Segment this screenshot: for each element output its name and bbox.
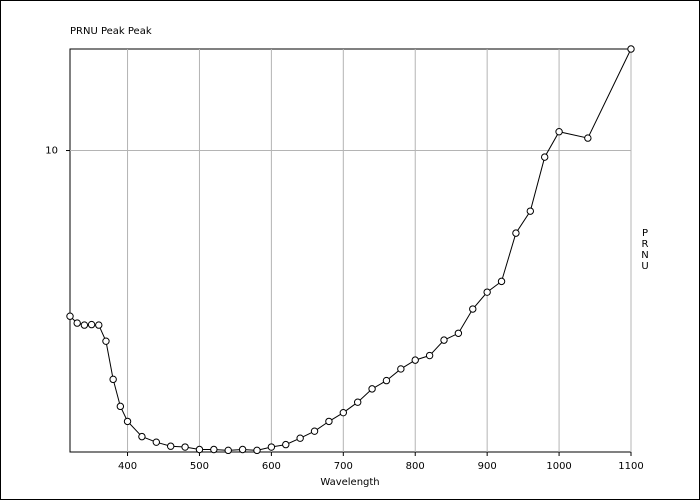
x-tick-label: 700 — [334, 461, 353, 472]
data-point — [224, 446, 232, 455]
data-point — [253, 446, 261, 455]
data-point — [95, 321, 103, 329]
chart-title: PRNU Peak Peak — [70, 26, 152, 37]
data-point — [87, 320, 96, 329]
data-point — [66, 312, 74, 320]
data-point — [555, 128, 563, 136]
data-point — [267, 443, 276, 451]
data-point — [397, 365, 405, 373]
data-point — [411, 356, 419, 364]
data-point — [368, 385, 376, 393]
x-tick-label: 500 — [190, 461, 209, 472]
data-point — [469, 305, 477, 313]
data-point — [80, 321, 89, 329]
data-point — [325, 417, 333, 426]
x-tick-label: 600 — [262, 461, 281, 472]
x-tick-label: 400 — [118, 461, 137, 472]
x-tick-label: 800 — [406, 461, 425, 472]
data-point — [353, 398, 362, 406]
data-point — [296, 434, 304, 442]
data-point — [116, 402, 125, 411]
data-point — [526, 207, 535, 215]
data-point — [238, 445, 247, 454]
data-point — [73, 319, 81, 327]
x-tick-label: 1100 — [618, 461, 643, 472]
data-point — [166, 442, 175, 450]
data-point — [483, 288, 491, 296]
data-point — [540, 153, 549, 161]
data-point — [454, 329, 463, 337]
data-point — [339, 408, 348, 417]
y-axis-label: PRNU — [640, 228, 651, 272]
data-point — [109, 375, 117, 384]
data-point — [382, 376, 391, 385]
data-point — [181, 443, 189, 451]
data-point — [497, 277, 506, 286]
data-point — [210, 445, 218, 454]
data-point — [627, 45, 635, 53]
data-point — [282, 440, 290, 449]
x-axis-label: Wavelength — [320, 477, 379, 488]
data-point — [138, 432, 146, 441]
data-point — [440, 336, 448, 344]
data-point — [123, 417, 132, 426]
data-point — [102, 337, 110, 345]
x-tick-label: 1000 — [546, 461, 571, 472]
data-point — [584, 134, 592, 142]
data-point — [310, 427, 319, 435]
data-point — [195, 445, 204, 454]
data-point — [512, 229, 520, 237]
x-tick-label: 900 — [478, 461, 497, 472]
data-point — [152, 438, 161, 446]
data-point — [425, 351, 434, 360]
y-tick-label: 10 — [45, 146, 58, 157]
